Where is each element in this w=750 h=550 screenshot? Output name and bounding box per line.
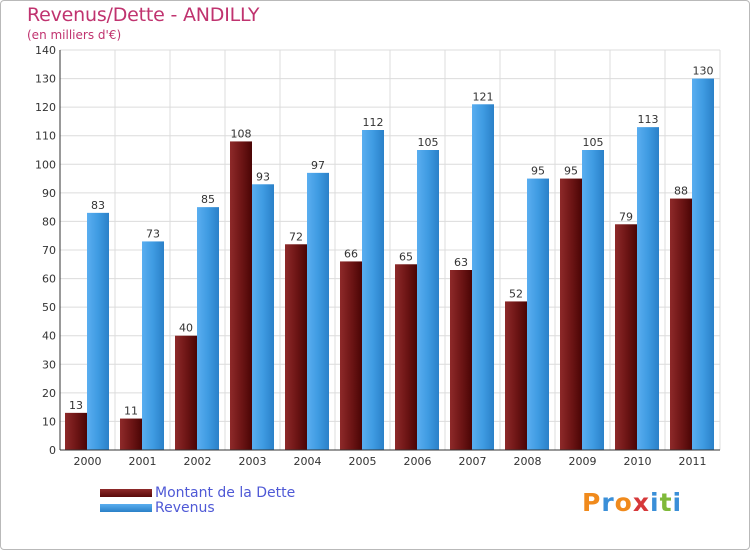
bar-revenus: [637, 127, 659, 451]
y-tick-label: 80: [42, 215, 56, 228]
legend-label-revenus: Revenus: [155, 500, 215, 516]
chart-title: Revenus/Dette - ANDILLY: [27, 4, 260, 26]
logo-letter: P: [582, 488, 602, 517]
x-tick-label: 2000: [74, 455, 102, 468]
value-label: 73: [146, 227, 160, 240]
bar-revenus: [472, 104, 494, 451]
value-label: 40: [179, 322, 193, 335]
y-tick-label: 130: [35, 73, 56, 86]
y-tick-label: 70: [42, 244, 56, 257]
bar-revenus: [87, 212, 109, 450]
x-tick-label: 2004: [294, 455, 322, 468]
y-tick-label: 20: [42, 387, 56, 400]
axes: 0 10 20 30 40 50 60 70 80 90 100 110 120 130 140 13 83 20…: [35, 44, 720, 468]
bar-dette: [560, 178, 582, 451]
legend-swatch-revenus: [100, 504, 152, 512]
y-tick-label: 0: [49, 444, 56, 457]
y-tick-label: 100: [35, 158, 56, 171]
y-tick-label: 140: [35, 44, 56, 57]
value-label: 105: [418, 136, 439, 149]
y-tick-label: 120: [35, 101, 56, 114]
value-label: 79: [619, 210, 633, 223]
bar-dette: [230, 141, 252, 450]
value-label: 85: [201, 193, 215, 206]
chart-subtitle: (en milliers d'€): [27, 28, 122, 42]
bar-dette: [65, 412, 87, 450]
value-label: 95: [564, 165, 578, 178]
y-tick-label: 40: [42, 330, 56, 343]
bar-dette: [505, 301, 527, 450]
y-tick-label: 50: [42, 301, 56, 314]
bar-revenus: [692, 78, 714, 451]
bar-dette: [120, 418, 142, 450]
x-tick-label: 2011: [679, 455, 707, 468]
bar-revenus: [142, 241, 164, 450]
bar-dette: [450, 270, 472, 450]
x-tick-label: 2001: [129, 455, 157, 468]
value-label: 105: [583, 136, 604, 149]
value-label: 95: [531, 165, 545, 178]
value-label: 130: [693, 65, 714, 78]
value-label: 113: [638, 113, 659, 126]
value-label: 52: [509, 287, 523, 300]
bar-dette: [395, 264, 417, 450]
bar-dette: [285, 244, 307, 450]
value-label: 93: [256, 170, 270, 183]
value-label: 108: [231, 127, 252, 140]
legend-label-debt: Montant de la Dette: [155, 485, 296, 501]
value-label: 72: [289, 230, 303, 243]
logo-letter: r: [601, 488, 615, 517]
proxiti-logo: Proxiti: [582, 488, 682, 517]
x-tick-label: 2003: [239, 455, 267, 468]
value-label: 88: [674, 185, 688, 198]
bar-dette: [615, 224, 637, 450]
bar-revenus: [362, 130, 384, 450]
y-tick-label: 60: [42, 273, 56, 286]
x-tick-label: 2002: [184, 455, 212, 468]
x-tick-label: 2009: [569, 455, 597, 468]
logo-letter: x: [632, 488, 650, 517]
bar-revenus: [252, 184, 274, 451]
logo-letter: t: [659, 488, 673, 517]
value-label: 66: [344, 247, 358, 260]
bar-dette: [670, 198, 692, 450]
y-tick-label: 10: [42, 415, 56, 428]
value-label: 13: [69, 399, 83, 412]
value-label: 83: [91, 199, 105, 212]
value-label: 97: [311, 159, 325, 172]
bar-revenus: [197, 207, 219, 450]
x-tick-label: 2006: [404, 455, 432, 468]
x-tick-label: 2008: [514, 455, 542, 468]
logo-letter: o: [614, 488, 633, 517]
y-tick-label: 30: [42, 358, 56, 371]
x-tick-label: 2010: [624, 455, 652, 468]
logo-letter: i: [672, 488, 683, 517]
value-label: 11: [124, 405, 138, 418]
bar-dette: [175, 335, 197, 450]
y-tick-label: 110: [35, 130, 56, 143]
legend-swatch-debt: [100, 489, 152, 497]
value-label: 63: [454, 256, 468, 269]
value-label: 121: [473, 90, 494, 103]
bar-revenus: [527, 178, 549, 451]
bar-revenus: [417, 150, 439, 450]
bar-revenus: [582, 150, 604, 450]
bars: [65, 78, 714, 451]
y-tick-label: 90: [42, 187, 56, 200]
value-label: 65: [399, 250, 413, 263]
bar-dette: [340, 261, 362, 450]
logo-letter: i: [650, 488, 660, 517]
value-label: 112: [363, 116, 384, 129]
x-tick-label: 2005: [349, 455, 377, 468]
x-tick-label: 2007: [459, 455, 487, 468]
bar-revenus: [307, 172, 329, 450]
